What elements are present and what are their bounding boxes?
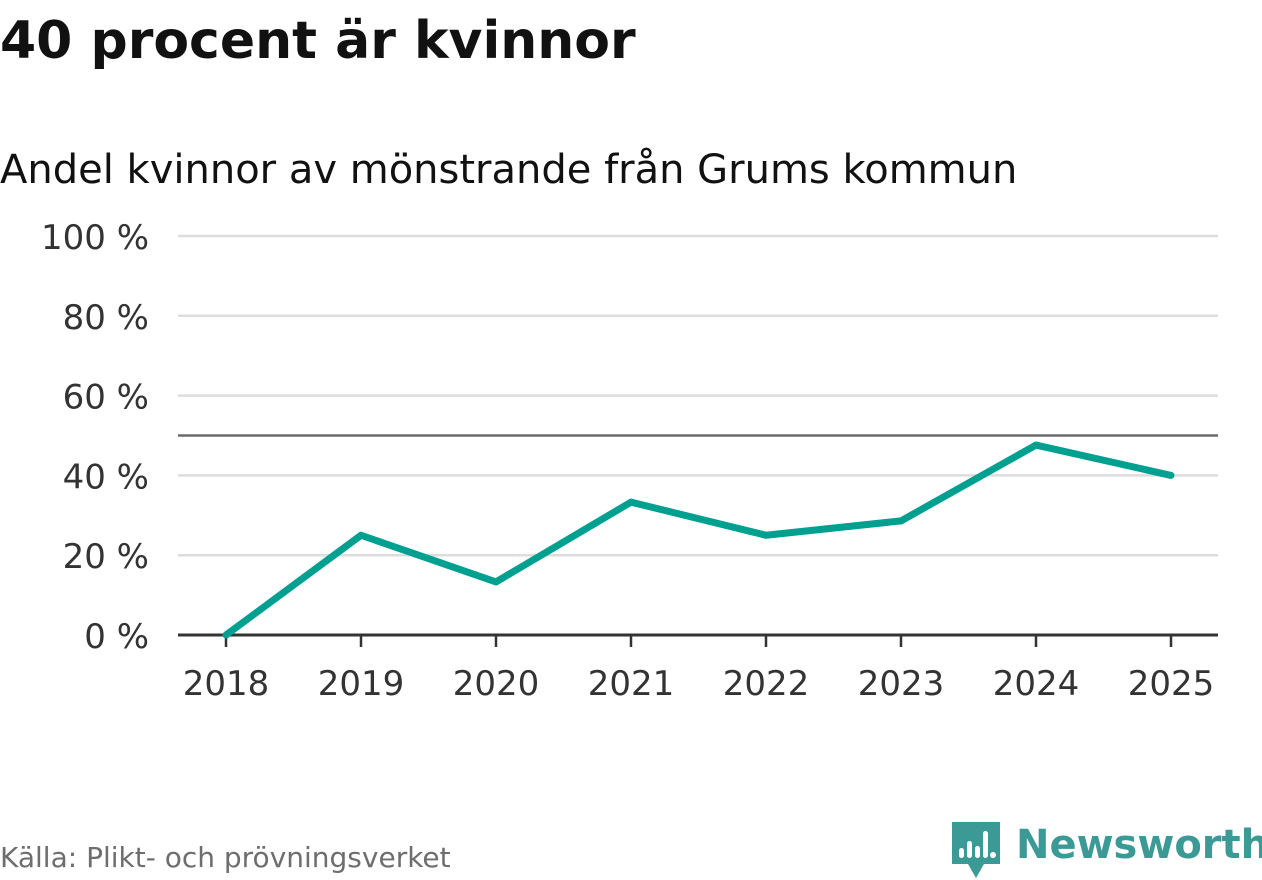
newsworthy-logo-icon <box>952 822 1000 878</box>
data-point <box>1032 441 1040 449</box>
chart-subtitle: Andel kvinnor av mönstrande från Grums k… <box>0 147 1018 193</box>
x-tick-label: 2022 <box>723 664 810 704</box>
data-point <box>762 531 770 539</box>
data-point <box>492 578 500 586</box>
y-tick-label: 80 % <box>63 298 149 338</box>
series-line <box>223 441 1172 638</box>
y-tick-label: 0 % <box>84 617 149 657</box>
x-tick-label: 2025 <box>1128 664 1215 704</box>
data-point <box>222 631 230 639</box>
x-tick-label: 2021 <box>588 664 675 704</box>
data-point <box>1167 471 1175 479</box>
y-tick-label: 40 % <box>63 457 149 497</box>
y-tick-label: 60 % <box>63 378 149 418</box>
line-chart: 0 % 20 % 40 % 60 % 80 % 100 % 2018 2019 2020 2021… <box>41 218 1218 704</box>
newsworthy-brand-name: Newsworthy <box>1016 822 1262 868</box>
x-tick-label: 2018 <box>183 664 270 704</box>
y-tick-label: 20 % <box>63 537 149 577</box>
newsworthy-logo: Newsworthy <box>950 820 1262 880</box>
chart-title: 40 procent är kvinnor <box>0 11 636 71</box>
data-point <box>627 498 635 506</box>
x-tick-label: 2020 <box>453 664 540 704</box>
source-note: Källa: Plikt- och prövningsverket <box>0 841 451 874</box>
y-tick-label: 100 % <box>41 218 149 258</box>
data-point <box>357 531 365 539</box>
x-tick-label: 2024 <box>993 664 1080 704</box>
x-tick-label: 2019 <box>318 664 405 704</box>
data-point <box>897 517 905 525</box>
x-tick-label: 2023 <box>858 664 945 704</box>
